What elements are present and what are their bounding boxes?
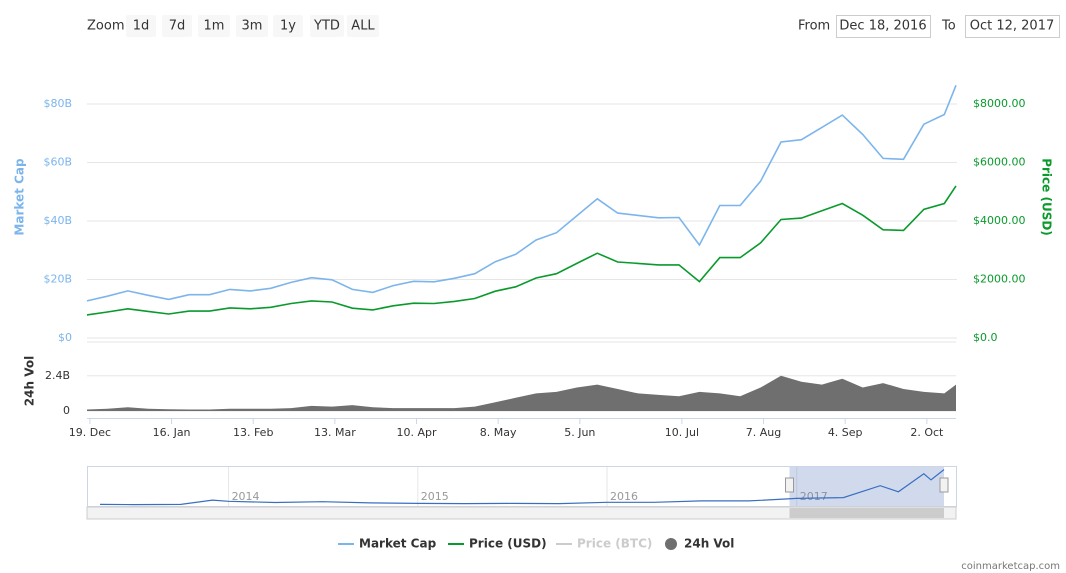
y3-tick-label: 2.4B: [45, 369, 70, 382]
to-label: To: [941, 19, 956, 34]
y-tick-label: $0: [58, 331, 72, 344]
x-tick-label: 16. Jan: [153, 426, 191, 439]
y3-axis-title: 24h Vol: [23, 356, 37, 406]
zoom-button[interactable]: [310, 15, 344, 37]
legend-label[interactable]: Price (BTC): [577, 537, 652, 551]
y-tick-label: $60B: [43, 156, 72, 169]
x-tick-label: 2. Oct: [910, 426, 944, 439]
x-tick-label: 13. Mar: [314, 426, 356, 439]
from-label: From: [798, 19, 830, 34]
navigator-tick-label: 2016: [610, 490, 638, 503]
zoom-button[interactable]: [198, 15, 230, 37]
scrollbar-thumb[interactable]: [789, 508, 944, 518]
scrollbar-track[interactable]: [86, 506, 957, 520]
credit[interactable]: coinmarketcap.com: [961, 561, 1060, 572]
legend-label[interactable]: Market Cap: [359, 537, 437, 551]
y2-tick-label: $6000.00: [973, 156, 1026, 169]
y-axis-title: Market Cap: [13, 158, 27, 236]
y2-tick-label: $2000.00: [973, 273, 1026, 286]
to-value[interactable]: Oct 12, 2017: [970, 19, 1055, 34]
y-tick-label: $40B: [43, 214, 72, 227]
x-tick-label: 4. Sep: [828, 426, 863, 439]
y3-tick-label: 0: [63, 404, 70, 417]
zoom-button-label[interactable]: 3m: [242, 19, 263, 34]
legend-label[interactable]: Price (USD): [469, 537, 547, 551]
from-value[interactable]: Dec 18, 2016: [839, 19, 926, 34]
legend-label[interactable]: 24h Vol: [684, 537, 734, 551]
zoom-button-label[interactable]: 1m: [204, 19, 225, 34]
x-tick-label: 7. Aug: [746, 426, 781, 439]
y2-tick-label: $8000.00: [973, 97, 1026, 110]
x-tick-label: 8. May: [480, 426, 517, 439]
zoom-button-label[interactable]: YTD: [313, 19, 340, 34]
zoom-button[interactable]: [347, 15, 379, 37]
zoom-button-label[interactable]: 7d: [169, 19, 186, 34]
zoom-button[interactable]: [162, 15, 192, 37]
y2-axis-title: Price (USD): [1040, 158, 1054, 236]
zoom-label: Zoom: [87, 19, 124, 34]
x-tick-label: 5. Jun: [564, 426, 595, 439]
series-line: [86, 85, 957, 302]
volume-area: [87, 375, 956, 411]
zoom-button-label[interactable]: 1d: [133, 19, 150, 34]
zoom-button[interactable]: [236, 15, 268, 37]
x-tick-label: 19. Dec: [69, 426, 111, 439]
series-line: [86, 185, 957, 316]
zoom-button[interactable]: [273, 15, 303, 37]
navigator-tick-label: 2015: [421, 490, 449, 503]
y-tick-label: $80B: [43, 97, 72, 110]
navigator-selection[interactable]: [789, 467, 944, 506]
x-tick-label: 10. Apr: [397, 426, 437, 439]
to-input[interactable]: [965, 15, 1060, 38]
zoom-button[interactable]: [126, 15, 156, 37]
y2-tick-label: $4000.00: [973, 214, 1026, 227]
navigator-handle[interactable]: [939, 477, 949, 493]
navigator-tick-label: 2014: [232, 490, 260, 503]
zoom-button-label[interactable]: ALL: [351, 19, 375, 34]
zoom-button-label[interactable]: 1y: [280, 19, 296, 34]
legend-symbol[interactable]: [665, 538, 677, 550]
x-tick-label: 13. Feb: [233, 426, 273, 439]
navigator-handle[interactable]: [785, 477, 795, 493]
y2-tick-label: $0.0: [973, 331, 998, 344]
x-tick-label: 10. Jul: [665, 426, 699, 439]
y-tick-label: $20B: [43, 273, 72, 286]
navigator-line: [99, 469, 945, 506]
from-input[interactable]: [836, 15, 931, 38]
navigator-tick-label: 2017: [800, 490, 828, 503]
